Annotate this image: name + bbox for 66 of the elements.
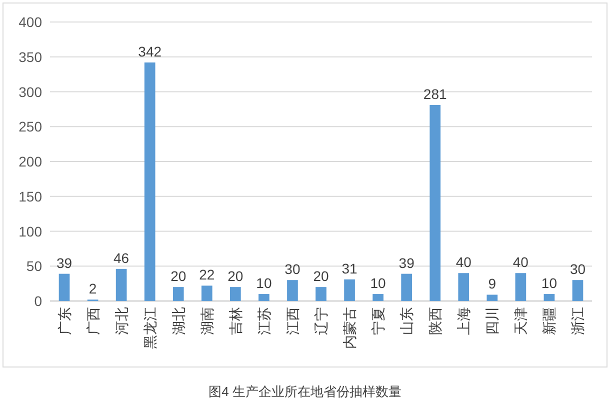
x-tick-label: 四川: [484, 307, 500, 335]
y-tick-label: 0: [34, 293, 42, 309]
text: 图4 生产企业所在地省份抽样数量: [208, 384, 402, 399]
data-label: 31: [342, 260, 358, 276]
data-label: 281: [423, 86, 447, 102]
bar: [572, 280, 584, 301]
bar: [515, 273, 526, 301]
y-tick-label: 150: [18, 188, 42, 204]
bar: [116, 268, 127, 301]
x-tick-label: 辽宁: [313, 307, 329, 335]
x-tick-label: 吉林: [227, 307, 244, 335]
x-tick-label: 宁夏: [370, 307, 386, 335]
data-label: 342: [138, 43, 162, 60]
data-label: 20: [228, 268, 244, 284]
bar: [201, 286, 212, 301]
data-label: 30: [284, 261, 300, 278]
bar: [544, 294, 555, 301]
bar: [372, 294, 384, 301]
data-label: 10: [256, 275, 272, 292]
data-label: 39: [398, 254, 415, 271]
x-tick-label: 河北: [113, 307, 130, 335]
bar: [316, 287, 326, 301]
bar: [287, 280, 298, 301]
y-tick-label: 100: [18, 223, 42, 240]
data-label: 10: [370, 275, 386, 292]
x-tick-label: 黑龙江: [142, 307, 158, 349]
x-tick-label: 陕西: [427, 307, 444, 335]
bar: [58, 274, 70, 301]
bar: [458, 273, 470, 301]
bar: [430, 105, 441, 301]
bar: [172, 287, 184, 301]
data-label: 40: [456, 254, 472, 270]
data-label: 20: [313, 268, 329, 284]
data-label: 22: [199, 266, 215, 283]
y-tick-label: 250: [18, 118, 42, 135]
x-tick-label: 内蒙古: [342, 307, 358, 349]
x-tick-label: 上海: [456, 307, 472, 335]
y-tick-label: 400: [18, 14, 42, 30]
bar: [144, 62, 156, 301]
bar: [230, 287, 241, 301]
x-tick-label: 江苏: [256, 307, 272, 335]
x-tick-label: 湖北: [170, 307, 186, 335]
bar: [486, 294, 498, 301]
x-tick-label: 广西: [84, 307, 101, 335]
y-tick-label: 350: [18, 48, 42, 65]
data-label: 9: [488, 276, 496, 292]
bar: [344, 279, 355, 301]
x-tick-label: 山东: [398, 307, 415, 335]
data-label: 2: [88, 280, 97, 297]
x-tick-label: 湖南: [198, 307, 215, 335]
data-label: 46: [114, 250, 130, 266]
x-tick-label: 浙江: [570, 307, 586, 335]
x-tick-label: 广东: [56, 307, 72, 335]
y-tick-label: 300: [18, 84, 42, 100]
data-label: 10: [541, 275, 558, 292]
y-tick-label: 200: [18, 154, 42, 170]
data-label: 39: [56, 254, 72, 271]
bar: [258, 294, 270, 301]
x-tick-label: 天津: [512, 307, 529, 335]
data-label: 30: [570, 261, 586, 278]
data-label: 40: [512, 254, 529, 270]
bar: [401, 274, 412, 301]
y-tick-label: 50: [26, 258, 42, 274]
x-tick-label: 新疆: [541, 307, 558, 335]
x-tick-label: 江西: [284, 307, 300, 335]
data-label: 20: [170, 268, 186, 284]
